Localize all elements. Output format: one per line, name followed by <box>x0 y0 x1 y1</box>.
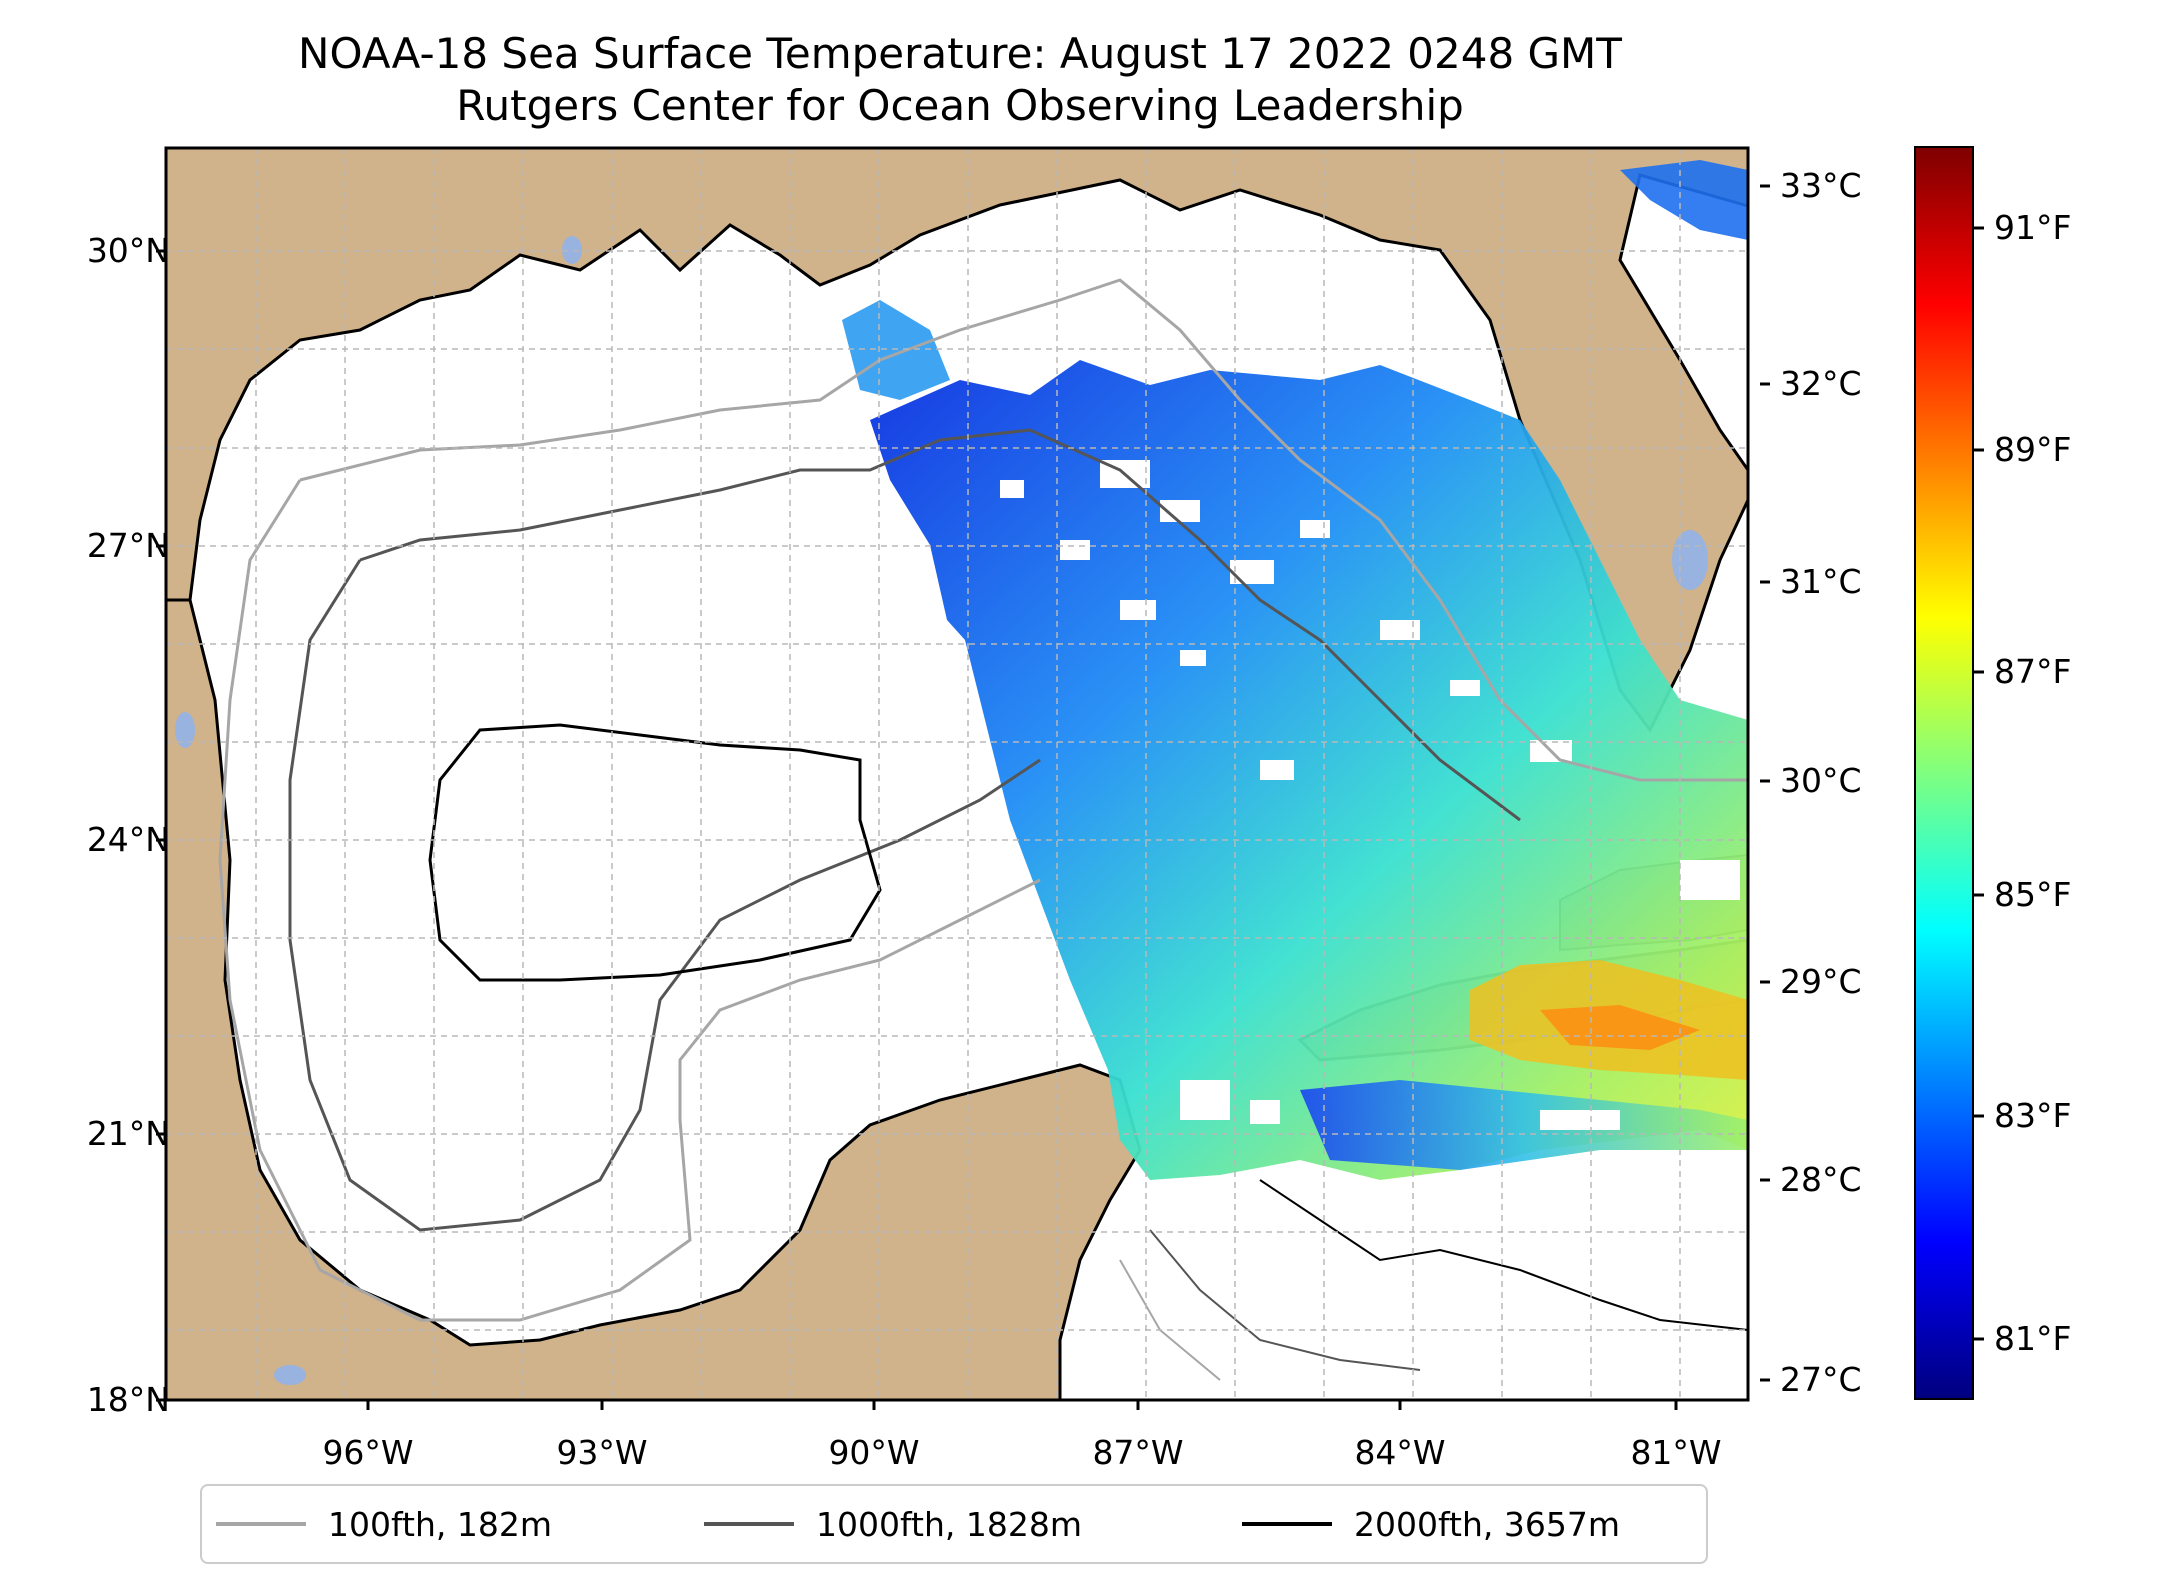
cloud-mask <box>1000 460 1740 1130</box>
sst-north-fragment <box>842 300 950 400</box>
colorbar-label-30c: 30°C <box>1780 761 1862 800</box>
inland-lake <box>562 236 582 264</box>
lon-label-90w: 90°W <box>828 1433 920 1472</box>
map-frame <box>164 146 1750 1402</box>
colorbar-label-83f: 83°F <box>1994 1096 2072 1135</box>
legend-line-100fth <box>216 1522 306 1526</box>
colorbar-label-91f: 91°F <box>1994 208 2072 247</box>
lat-label-18n: 18°N <box>86 1380 170 1419</box>
colorbar-label-32c: 32°C <box>1780 364 1862 403</box>
lagoon <box>175 712 195 748</box>
bathymetry-contours <box>218 278 1748 1381</box>
sst-keys-band <box>1300 1080 1748 1170</box>
colorbar-label-87f: 87°F <box>1994 652 2072 691</box>
lagoon-south <box>274 1365 306 1385</box>
sst-florida-east-fragment <box>1620 160 1748 240</box>
legend-item-1000fth: 1000fth, 1828m <box>704 1500 1082 1548</box>
lon-label-81w: 81°W <box>1630 1433 1722 1472</box>
lat-ticks <box>156 249 166 1402</box>
legend-label-100fth: 100fth, 182m <box>328 1504 552 1544</box>
lat-label-21n: 21°N <box>86 1114 170 1153</box>
lat-label-24n: 24°N <box>86 820 170 859</box>
colorbar-label-33c: 33°C <box>1780 166 1862 205</box>
map-title: NOAA-18 Sea Surface Temperature: August … <box>298 29 1622 78</box>
legend-label-1000fth: 1000fth, 1828m <box>816 1504 1082 1544</box>
colorbar-label-89f: 89°F <box>1994 430 2072 469</box>
lon-ticks <box>366 1400 1678 1410</box>
lon-label-96w: 96°W <box>322 1433 414 1472</box>
lon-label-84w: 84°W <box>1354 1433 1446 1472</box>
legend-line-2000fth <box>1242 1522 1332 1526</box>
colorbar-gradient <box>1914 146 1974 1400</box>
depth-legend: 100fth, 182m 1000fth, 1828m 2000fth, 365… <box>200 1484 1708 1564</box>
colorbar-label-31c: 31°C <box>1780 562 1862 601</box>
sst-hot-core <box>1540 1005 1700 1050</box>
colorbar-label-29c: 29°C <box>1780 962 1862 1001</box>
land-mexico <box>166 598 1142 1400</box>
lon-label-93w: 93°W <box>556 1433 648 1472</box>
colorbar-label-81f: 81°F <box>1994 1319 2072 1358</box>
legend-label-2000fth: 2000fth, 3657m <box>1354 1504 1620 1544</box>
colorbar-label-85f: 85°F <box>1994 875 2072 914</box>
lon-label-87w: 87°W <box>1092 1433 1184 1472</box>
legend-item-100fth: 100fth, 182m <box>216 1500 552 1548</box>
lat-label-30n: 30°N <box>86 231 170 270</box>
colorbar-label-28c: 28°C <box>1780 1160 1862 1199</box>
legend-line-1000fth <box>704 1522 794 1526</box>
lat-label-27n: 27°N <box>86 526 170 565</box>
legend-item-2000fth: 2000fth, 3657m <box>1242 1500 1620 1548</box>
lake-okeechobee <box>1672 530 1708 590</box>
land-us-gulf-coast <box>166 148 1748 733</box>
map-subtitle: Rutgers Center for Ocean Observing Leade… <box>456 81 1464 130</box>
map-area <box>166 148 1748 1400</box>
colorbar-ticks <box>1760 184 1984 1382</box>
colorbar-label-27c: 27°C <box>1780 1360 1862 1399</box>
